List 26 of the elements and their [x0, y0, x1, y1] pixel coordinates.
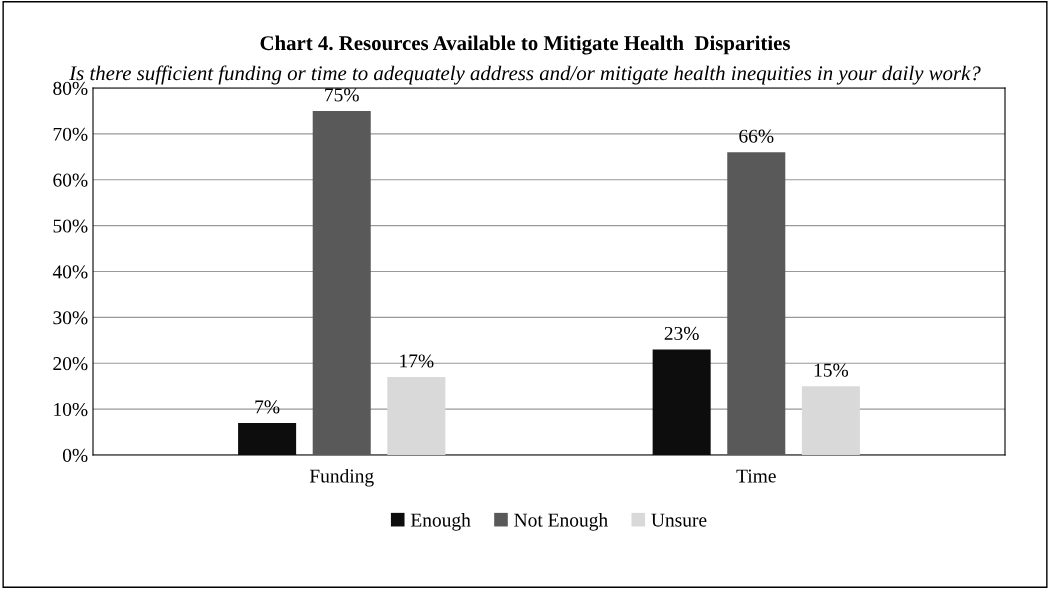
x-tick-label: Time	[736, 469, 776, 483]
bar	[801, 386, 860, 455]
legend-label: Not Enough	[514, 512, 608, 531]
legend-label: Enough	[410, 512, 471, 531]
y-tick-label: 60%	[53, 173, 88, 187]
chart-title: Chart 4. Resources Available to Mitigate Health Disparities	[260, 35, 790, 55]
bar	[387, 377, 446, 455]
data-label: 66%	[739, 129, 774, 143]
x-tick-label: Funding	[309, 468, 374, 487]
bar	[727, 152, 786, 455]
y-tick-label: 10%	[54, 402, 88, 417]
y-tick-label: 70%	[53, 127, 88, 141]
bar	[312, 110, 371, 455]
data-label: 23%	[664, 326, 699, 341]
y-tick-label: 0%	[62, 448, 88, 462]
y-tick-label: 40%	[52, 265, 88, 279]
legend-label: Unsure	[651, 513, 707, 527]
data-label: 15%	[814, 363, 849, 377]
data-label: 17%	[400, 354, 434, 368]
data-label: 75%	[325, 88, 359, 102]
y-tick-label: 20%	[53, 357, 88, 371]
y-tick-label: 50%	[53, 219, 88, 233]
bar	[652, 349, 711, 455]
y-tick-label: 30%	[53, 311, 88, 325]
data-label: 7%	[255, 400, 280, 414]
bar	[238, 422, 297, 455]
